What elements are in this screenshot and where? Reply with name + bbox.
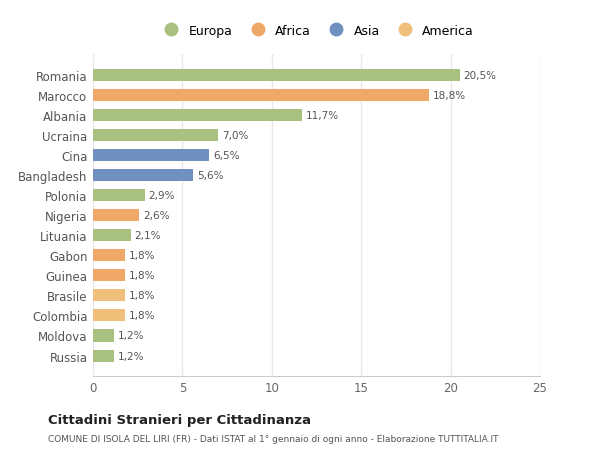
Text: 11,7%: 11,7% — [306, 111, 339, 121]
Bar — [93, 190, 145, 202]
Text: 7,0%: 7,0% — [222, 131, 248, 141]
Text: Cittadini Stranieri per Cittadinanza: Cittadini Stranieri per Cittadinanza — [48, 413, 311, 426]
Text: 2,1%: 2,1% — [134, 231, 161, 241]
Bar — [93, 250, 125, 262]
Text: 2,9%: 2,9% — [148, 191, 175, 201]
Bar — [93, 70, 460, 82]
Text: 1,8%: 1,8% — [129, 271, 155, 281]
Bar — [93, 150, 209, 162]
Bar — [93, 290, 125, 302]
Legend: Europa, Africa, Asia, America: Europa, Africa, Asia, America — [154, 20, 479, 43]
Bar — [93, 230, 131, 242]
Bar — [93, 310, 125, 322]
Bar — [93, 130, 218, 142]
Text: 1,8%: 1,8% — [129, 311, 155, 321]
Text: 5,6%: 5,6% — [197, 171, 223, 181]
Bar — [93, 270, 125, 282]
Text: 18,8%: 18,8% — [433, 91, 466, 101]
Bar — [93, 110, 302, 122]
Bar — [93, 350, 115, 362]
Text: COMUNE DI ISOLA DEL LIRI (FR) - Dati ISTAT al 1° gennaio di ogni anno - Elaboraz: COMUNE DI ISOLA DEL LIRI (FR) - Dati IST… — [48, 434, 499, 443]
Text: 1,2%: 1,2% — [118, 331, 145, 341]
Bar — [93, 210, 139, 222]
Text: 20,5%: 20,5% — [463, 71, 496, 81]
Text: 1,8%: 1,8% — [129, 291, 155, 301]
Text: 1,8%: 1,8% — [129, 251, 155, 261]
Bar — [93, 170, 193, 182]
Text: 2,6%: 2,6% — [143, 211, 170, 221]
Bar — [93, 90, 429, 102]
Text: 6,5%: 6,5% — [213, 151, 239, 161]
Text: 1,2%: 1,2% — [118, 351, 145, 361]
Bar — [93, 330, 115, 342]
